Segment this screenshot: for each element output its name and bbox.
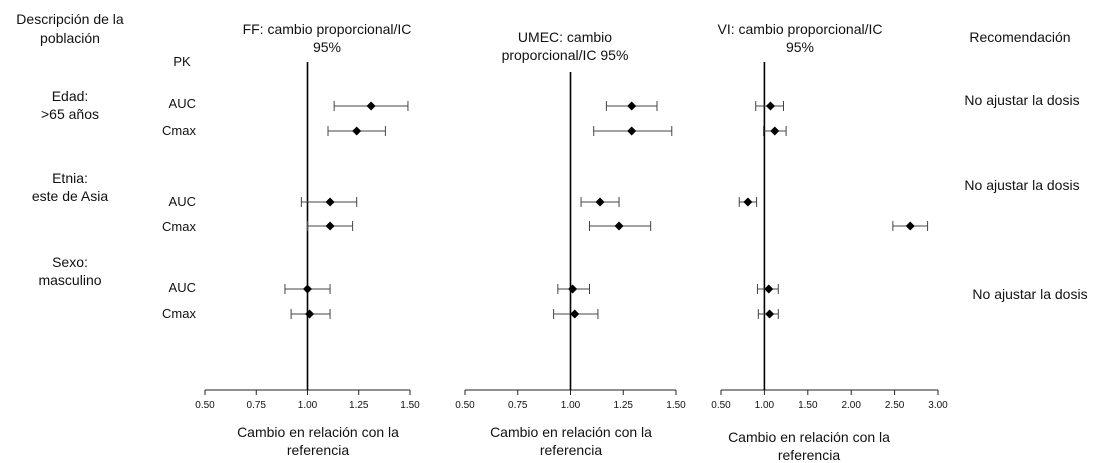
row-label-age-auc: AUC [169,96,196,111]
ff-xlabel-line1: Cambio en relación con la [237,424,399,440]
group-ethnicity-line1: Etnia: [52,170,88,186]
vi-tick-label: 1.00 [755,400,775,411]
row-label-ethnicity-cmax: Cmax [162,219,196,234]
row-label-sex-cmax: Cmax [162,306,196,321]
ff-title-line1: FF: cambio proporcional/IC [243,21,412,37]
vi-tick-label: 2.00 [841,400,861,411]
vi-xlabel-line2: referencia [778,447,840,463]
vi-tick-label: 3.00 [928,400,948,411]
ff-estimate-marker-age-cmax [352,126,362,136]
row-label-age-cmax: Cmax [162,123,196,138]
vi-estimate-marker-ethnicity-cmax [905,221,915,231]
ff-tick-label: 1.00 [298,400,318,411]
umec-xlabel-line1: Cambio en relación con la [490,424,652,440]
ff-title-line2: 95% [313,39,341,55]
recommendation-sex: No ajustar la dosis [972,286,1087,302]
umec-tick-label: 1.50 [666,400,686,411]
vi-estimate-marker-ethnicity-auc [743,197,753,207]
ff-tick-label: 0.75 [247,400,267,411]
group-age-line2: >65 años [41,106,99,122]
recommendation-header: Recomendación [969,29,1070,45]
recommendation-age: No ajustar la dosis [964,92,1079,108]
group-sex-line2: masculino [38,272,101,288]
ff-estimate-marker-age-auc [366,101,376,111]
ff-tick-label: 0.50 [195,400,215,411]
umec-tick-label: 0.50 [455,400,475,411]
umec-tick-label: 1.00 [561,400,581,411]
vi-estimate-marker-age-cmax [770,126,780,136]
vi-estimate-marker-age-auc [765,101,775,111]
umec-estimate-marker-ethnicity-cmax [614,221,624,231]
vi-estimate-marker-sex-auc [764,284,774,294]
umec-title-line2: proporcional/IC 95% [502,47,629,63]
row-label-ethnicity-auc: AUC [169,194,196,209]
vi-tick-label: 1.50 [798,400,818,411]
umec-estimate-marker-sex-cmax [570,309,580,319]
vi-tick-label: 2.50 [885,400,905,411]
pk-header: PK [173,54,191,69]
panel-umec: UMEC: cambio proporcional/IC 95% 0.50 0.75 1… [455,29,686,458]
umec-title-line1: UMEC: cambio [518,29,612,45]
group-ethnicity-line2: este de Asia [32,188,108,204]
ff-estimate-marker-ethnicity-cmax [325,221,335,231]
ff-estimate-marker-ethnicity-auc [325,197,335,207]
ff-tick-label: 1.50 [400,400,420,411]
umec-tick-label: 0.75 [508,400,528,411]
ff-estimate-marker-sex-auc [303,284,312,294]
umec-estimate-marker-age-cmax [627,126,637,136]
population-header-line2: población [40,30,100,46]
umec-estimate-marker-age-auc [627,101,637,111]
umec-xlabel-line2: referencia [540,442,602,458]
group-age-line1: Edad: [52,88,89,104]
vi-tick-label: 0.50 [711,400,731,411]
population-header-line1: Descripción de la [16,11,124,27]
vi-estimate-marker-sex-cmax [765,309,775,319]
umec-tick-label: 1.25 [614,400,634,411]
panel-vi: VI: cambio proporcional/IC 95% 0.50 1.00 1.5… [711,21,948,463]
ff-tick-label: 1.25 [349,400,369,411]
group-sex-line1: Sexo: [52,254,88,270]
vi-xlabel-line1: Cambio en relación con la [728,429,890,445]
umec-estimate-marker-ethnicity-auc [595,197,605,207]
row-label-sex-auc: AUC [169,280,196,295]
vi-title-line2: 95% [786,39,814,55]
umec-estimate-marker-sex-auc [568,284,578,294]
vi-title-line1: VI: cambio proporcional/IC [718,21,883,37]
recommendation-ethnicity: No ajustar la dosis [964,177,1079,193]
panel-ff: FF: cambio proporcional/IC 95% 0.50 0.75 1.0… [195,21,420,458]
ff-estimate-marker-sex-cmax [305,309,315,319]
ff-xlabel-line2: referencia [287,442,349,458]
